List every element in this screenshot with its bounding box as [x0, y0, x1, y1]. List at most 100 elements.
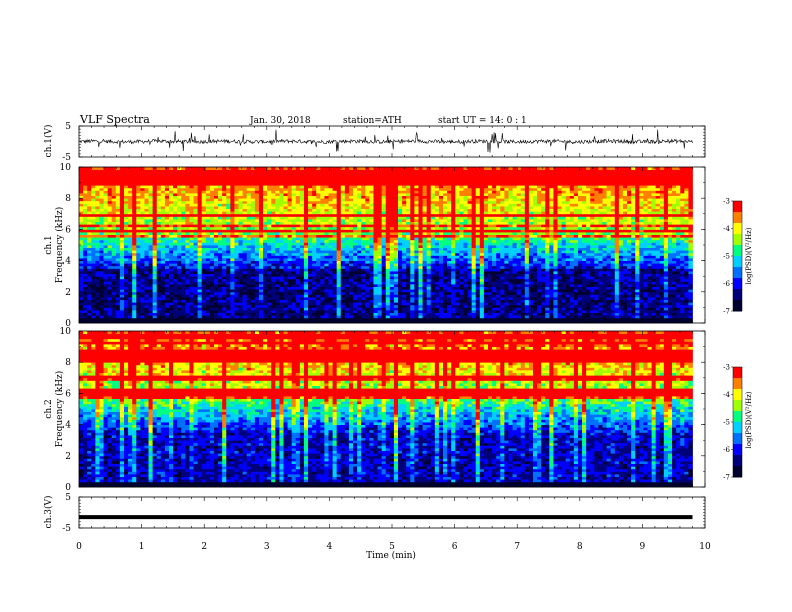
ch1-spectrogram-cell	[103, 289, 109, 293]
ch1-spectrogram-cell	[520, 276, 526, 280]
ch1-spectrogram-cell	[410, 252, 415, 256]
ch1-spectrogram-cell	[111, 250, 117, 254]
ch1-spectrogram-cell	[537, 320, 542, 324]
ch1-spectrogram-cell	[553, 260, 558, 264]
ch1-spectrogram-cell	[651, 315, 657, 319]
ch1-spectrogram-cell	[537, 258, 542, 261]
ch1-spectrogram-cell	[438, 245, 444, 248]
ch1-spectrogram-cell	[324, 297, 329, 300]
ch1-spectrogram-cell	[332, 286, 338, 290]
ch1-spectrogram-cell	[483, 255, 489, 259]
ch1-spectrogram-cell	[218, 304, 223, 308]
ch1-spectrogram-cell	[598, 315, 603, 319]
ch1-spectrogram-cell	[299, 312, 305, 316]
ch1-spectrogram-cell	[275, 260, 280, 264]
ch1-spectrogram-cell	[361, 250, 366, 254]
ch1-spectrogram-cell	[336, 297, 342, 300]
ch1-spectrogram-cell	[267, 276, 272, 280]
ch1-spectrogram-cell	[590, 284, 595, 287]
ch1-spectrogram-cell	[103, 315, 109, 319]
ch1-spectrogram-cell	[189, 294, 194, 298]
ch1-spectrogram-cell	[308, 271, 313, 274]
ch1-spectrogram-cell	[209, 271, 215, 274]
ch1-spectrogram-cell	[365, 312, 370, 316]
ch1-spectrogram-cell	[565, 315, 571, 319]
ch1-spectrogram-cell	[218, 297, 223, 300]
ch1-spectrogram-cell	[471, 286, 477, 290]
ch1-spectrogram-cell	[463, 281, 468, 285]
ch1-spectrogram-cell	[344, 297, 350, 300]
ch1-spectrogram-cell	[389, 302, 395, 306]
ch1-spectrogram-cell	[328, 258, 333, 261]
ch1-spectrogram-cell	[610, 273, 616, 277]
ch1-spectrogram-cell	[336, 278, 342, 282]
ch1-spectrogram-cell	[271, 289, 276, 293]
ch1-spectrogram-cell	[107, 312, 113, 316]
ch1-spectrogram-cell	[443, 245, 448, 248]
ch1-spectrogram-cell	[308, 252, 313, 256]
ch1-spectrogram-cell	[602, 268, 607, 272]
ch1-spectrogram-cell	[651, 294, 657, 298]
ch1-spectrogram-cell	[598, 289, 603, 293]
ch1-spectrogram-cell	[258, 260, 264, 264]
ch1-spectrogram-cell	[569, 315, 575, 319]
ch1-spectrogram-cell	[287, 252, 293, 256]
ch1-spectrogram-cell	[148, 310, 154, 313]
ch1-spectrogram-cell	[467, 245, 473, 248]
ch1-spectrogram-cell	[156, 320, 162, 324]
ch1-spectrogram-cell	[483, 258, 489, 261]
ch1-spectrogram-cell	[487, 284, 493, 287]
ch1-spectrogram-cell	[430, 284, 436, 287]
ch1-spectrogram-cell	[303, 247, 309, 251]
ch1-spectrogram-cell	[344, 265, 350, 269]
ch1-spectrogram-cell	[357, 281, 362, 285]
ch1-spectrogram-cell	[324, 315, 329, 319]
ch1-spectrogram-cell	[213, 265, 219, 269]
ch1-spectrogram-cell	[606, 317, 612, 321]
ch1-spectrogram-cell	[659, 268, 665, 272]
ch1-spectrogram-cell	[168, 239, 174, 243]
ch1-spectrogram-cell	[140, 268, 145, 272]
ch1-spectrogram-cell	[234, 286, 239, 290]
ch1-spectrogram-cell	[132, 297, 137, 300]
ch1-spectrogram-cell	[643, 317, 648, 321]
ch1-spectrogram-cell	[209, 320, 215, 324]
ch1-spectrogram-cell	[377, 265, 383, 269]
ch1-spectrogram-cell	[168, 273, 174, 277]
ch1-spectrogram-cell	[680, 312, 685, 316]
ch1-spectrogram-cell	[577, 284, 583, 287]
ch1-spectrogram-cell	[193, 245, 199, 248]
ch1-spectrogram-cell	[651, 291, 657, 295]
ch1-spectrogram-cell	[492, 250, 497, 254]
ch1-spectrogram-cell	[295, 276, 301, 280]
ch1-spectrogram-cell	[684, 260, 689, 264]
ch1-spectrogram-cell	[271, 281, 276, 285]
ch1-spectrogram-cell	[115, 278, 121, 282]
ch1-spectrogram-cell	[99, 297, 104, 300]
ch1-spectrogram-cell	[140, 273, 145, 277]
ch1-spectrogram-cell	[189, 265, 194, 269]
ch1-spectrogram-cell	[328, 271, 333, 274]
ch1-spectrogram-cell	[173, 286, 178, 290]
ch1-spectrogram-cell	[222, 239, 227, 243]
ch1-spectrogram-cell	[561, 304, 567, 308]
ch1-spectrogram-cell	[189, 304, 194, 308]
ch1-spectrogram-cell	[512, 273, 518, 277]
ch1-spectrogram-cell	[459, 281, 464, 285]
ch1-spectrogram-cell	[373, 263, 378, 267]
ch1-spectrogram-cell	[263, 310, 268, 313]
ch1-spectrogram-cell	[447, 247, 452, 251]
ch1-spectrogram-cell	[422, 252, 428, 256]
ch1-spectrogram-cell	[377, 299, 383, 303]
ch1-spectrogram-cell	[164, 242, 170, 246]
ch1-spectrogram-cell	[688, 278, 693, 282]
ch1-spectrogram-cell	[287, 315, 293, 319]
ch1-spectrogram-cell	[213, 245, 219, 248]
ch1-spectrogram-cell	[582, 252, 587, 256]
ch1-spectrogram-cell	[463, 263, 468, 267]
ch1-spectrogram-cell	[377, 245, 383, 248]
ch1-spectrogram-cell	[667, 271, 673, 274]
ch1-spectrogram-cell	[287, 297, 293, 300]
ch1-spectrogram-cell	[254, 304, 260, 308]
ch1-spectrogram-cell	[83, 268, 88, 272]
